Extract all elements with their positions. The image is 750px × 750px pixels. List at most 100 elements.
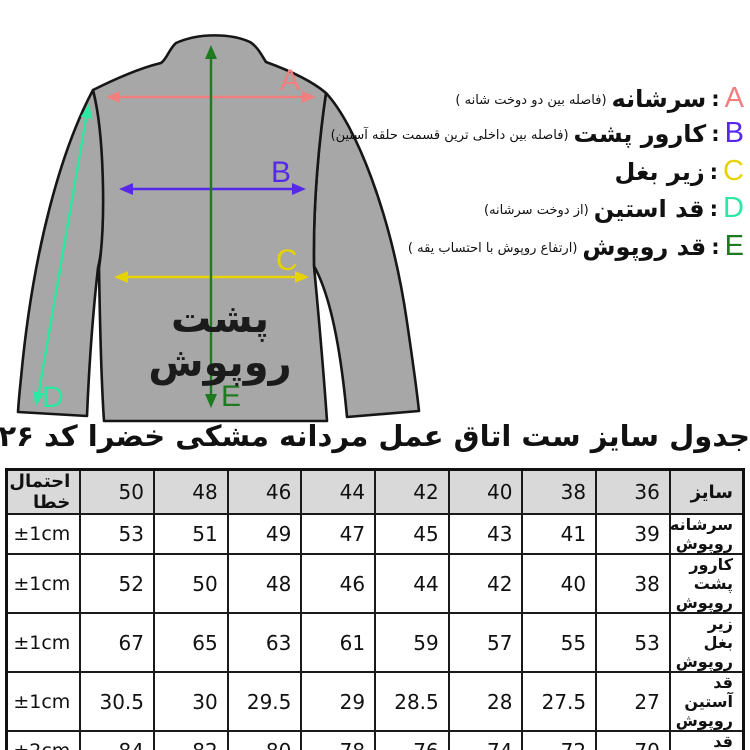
size-value-cell: 57 (447, 612, 524, 673)
size-value-cell: 43 (447, 513, 524, 555)
legend-term: کارور پشت (573, 119, 707, 148)
measure-arrow-b (119, 183, 306, 195)
size-value-cell: 29.5 (226, 671, 303, 732)
size-value-cell: 30.5 (79, 671, 155, 732)
error-cell: ±1cm (5, 612, 82, 673)
size-value-cell: 51 (153, 513, 229, 555)
arrow-label-b: B (271, 156, 291, 189)
row-label-cell: زیر بغل روپوشc (668, 612, 745, 673)
size-value-cell: 82 (153, 730, 229, 750)
size-table-head-row: سایز 36 38 40 42 44 46 48 50 احتمال خطا (5, 468, 745, 515)
legend-item: C : زیر بغل (610, 157, 744, 186)
size-header-cell: 40 (447, 468, 524, 515)
row-label-text: سرشانه روپوش (669, 515, 733, 553)
size-value-cell: 67 (79, 612, 155, 673)
row-label-text: قد روپوش (713, 732, 733, 750)
error-cell: ±1cm (5, 553, 82, 614)
row-label-text: زیر بغل روپوش (675, 614, 733, 671)
size-value-cell: 29 (300, 671, 377, 732)
size-value-cell: 59 (374, 612, 450, 673)
legend-colon: : (709, 196, 719, 221)
arrow-label-d: D (42, 381, 64, 414)
size-header-cell: 36 (595, 468, 671, 515)
size-value-cell: 40 (521, 553, 598, 614)
right-sleeve (312, 91, 421, 419)
size-value-cell: 42 (447, 553, 524, 614)
size-value-cell: 80 (226, 730, 303, 750)
legend-item: A : سرشانه (فاصله بین دو دوخت شانه ) (455, 84, 744, 113)
size-value-cell: 65 (153, 612, 229, 673)
size-value-cell: 49 (226, 513, 303, 555)
legend-letter: A (724, 82, 744, 114)
legend-term: قد استین (593, 194, 705, 223)
jacket-back-illustration: A B C D E (16, 34, 421, 423)
left-sleeve (16, 88, 106, 418)
legend-note: (فاصله بین دو دوخت شانه ) (455, 93, 607, 108)
size-header-cell: 44 (300, 468, 377, 515)
size-value-cell: 74 (447, 730, 524, 750)
legend-item: D : قد استین (از دوخت سرشانه) (484, 194, 744, 223)
size-header-cell: 50 (79, 468, 155, 515)
row-label-text: کارور پشت روپوش (675, 555, 733, 612)
arrow-label-a: A (280, 64, 300, 97)
size-value-cell: 53 (79, 513, 155, 555)
measure-arrow-e (205, 45, 217, 408)
legend-term: سرشانه (611, 84, 707, 113)
size-value-cell: 52 (79, 553, 155, 614)
legend-letter: B (724, 117, 744, 149)
legend-colon: : (711, 234, 720, 259)
legend-term: قد روپوش (582, 232, 707, 261)
size-header-cell: 48 (153, 468, 229, 515)
legend-term: زیر بغل (614, 157, 705, 186)
size-value-cell: 46 (300, 553, 377, 614)
size-value-cell: 70 (595, 730, 671, 750)
size-value-cell: 63 (226, 612, 303, 673)
legend-note: (از دوخت سرشانه) (484, 203, 589, 218)
size-value-cell: 84 (79, 730, 155, 750)
arrow-label-e: E (221, 380, 241, 413)
row-label-cell: کارور پشت روپوشB (668, 553, 745, 614)
back-of-coat-label: پشت روپوش (148, 296, 292, 386)
size-value-cell: 48 (226, 553, 303, 614)
size-value-cell: 78 (300, 730, 377, 750)
legend-letter: C (723, 155, 744, 187)
row-label-cell: قد روپوشE (668, 730, 745, 750)
table-row: قد آستین روپوشD 2727.52828.52929.53030.5… (5, 671, 745, 732)
size-value-cell: 45 (374, 513, 450, 555)
size-value-cell: 61 (300, 612, 377, 673)
legend-item: E : قد روپوش (ارتفاع روپوش با احتساب یقه… (408, 232, 744, 261)
error-cell: ±1cm (5, 513, 82, 555)
size-value-cell: 30 (153, 671, 229, 732)
measure-arrow-d (32, 104, 93, 406)
arrow-label-c: C (276, 244, 298, 277)
size-header-cell: 42 (374, 468, 450, 515)
legend-colon: : (711, 121, 720, 146)
size-header: سایز (668, 468, 745, 515)
size-value-cell: 27 (595, 671, 671, 732)
error-header: احتمال خطا (5, 468, 82, 515)
size-value-cell: 28.5 (374, 671, 450, 732)
size-value-cell: 28 (447, 671, 524, 732)
size-value-cell: 27.5 (521, 671, 598, 732)
row-label-text: قد آستین روپوش (675, 673, 733, 730)
size-table: سایز 36 38 40 42 44 46 48 50 احتمال خطا سرشانه ر… (5, 468, 745, 750)
size-value-cell: 44 (374, 553, 450, 614)
page-title: جدول سایز ست اتاق عمل مردانه مشکی خضرا ک… (0, 419, 750, 453)
error-cell: ±2cm (5, 730, 82, 750)
size-value-cell: 50 (153, 553, 229, 614)
legend-letter: D (723, 192, 744, 224)
legend-letter: E (724, 230, 744, 262)
row-label-cell: قد آستین روپوشD (668, 671, 745, 732)
legend-colon: : (709, 159, 719, 184)
size-value-cell: 72 (521, 730, 598, 750)
size-value-cell: 41 (521, 513, 598, 555)
size-header-cell: 38 (521, 468, 598, 515)
table-row: قد روپوشE 7072747678808284±2cm (5, 730, 745, 750)
size-table-head: سایز 36 38 40 42 44 46 48 50 احتمال خطا (5, 468, 745, 515)
